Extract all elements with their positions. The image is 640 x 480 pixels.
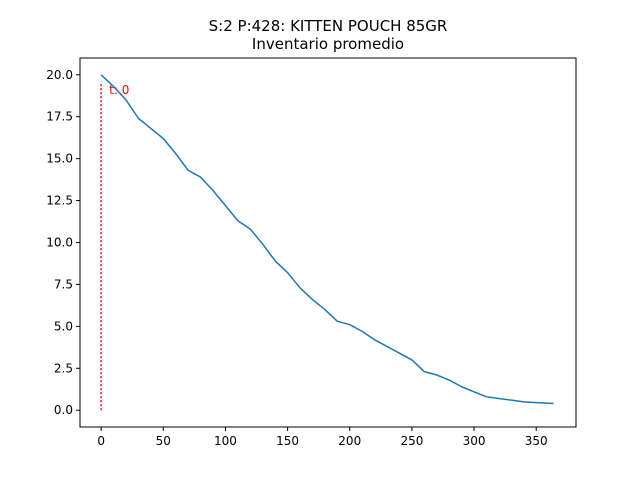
y-tick-label: 5.0 (54, 319, 73, 333)
x-tick-label: 300 (463, 434, 486, 448)
y-tick-label: 2.5 (54, 361, 73, 375)
x-tick-label: 350 (525, 434, 548, 448)
x-tick-label: 150 (276, 434, 299, 448)
inventory-series-line (100, 74, 554, 405)
x-tick-label: 200 (338, 434, 361, 448)
x-tick-label: 0 (97, 434, 105, 448)
y-tick-label: 7.5 (54, 277, 73, 291)
y-axis: 0.0 2.5 5.0 7.5 10.0 12.5 15.0 17.5 20.0 (46, 68, 80, 417)
axes-frame (79, 57, 577, 428)
x-tick-label: 250 (400, 434, 423, 448)
x-axis: 0 50 100 150 200 250 300 350 (97, 427, 548, 448)
y-tick-label: 17.5 (46, 110, 73, 124)
y-tick-label: 12.5 (46, 194, 73, 208)
y-tick-label: 15.0 (46, 152, 73, 166)
plot-area: t: 0 (100, 74, 554, 411)
x-tick-label: 100 (214, 434, 237, 448)
t0-marker-label: t: 0 (109, 83, 129, 97)
y-tick-label: 0.0 (54, 403, 73, 417)
y-tick-label: 20.0 (46, 68, 73, 82)
y-tick-label: 10.0 (46, 236, 73, 250)
chart-subtitle: Inventario promedio (252, 35, 404, 53)
x-tick-label: 50 (156, 434, 171, 448)
chart-title: S:2 P:428: KITTEN POUCH 85GR (209, 17, 448, 35)
